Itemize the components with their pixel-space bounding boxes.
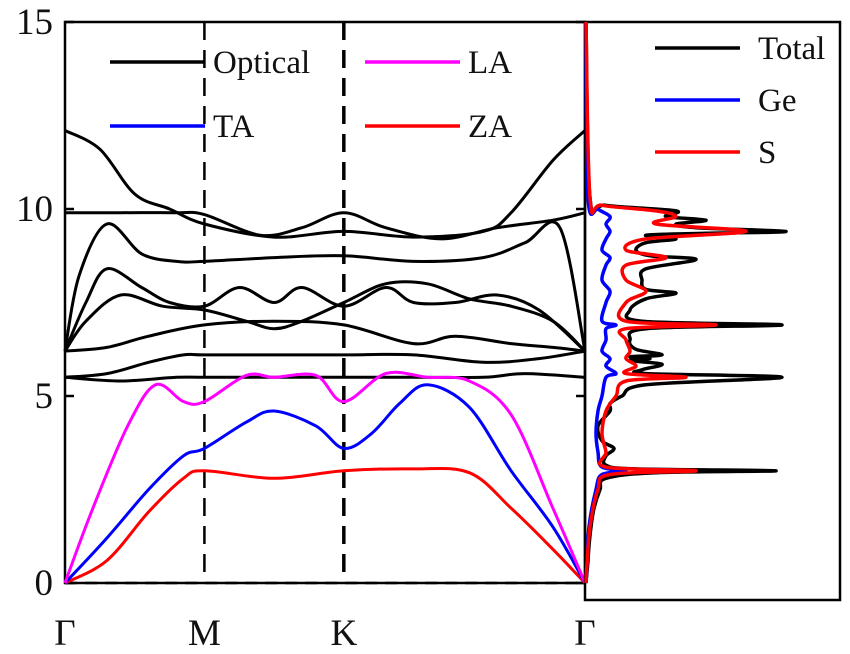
branch-za xyxy=(64,466,587,585)
dos-frame xyxy=(583,20,842,602)
x-tick-label: Γ xyxy=(574,613,595,654)
y-tick-label: 15 xyxy=(16,2,53,43)
dos-s xyxy=(584,21,748,584)
dispersion-frame xyxy=(63,20,587,585)
branch-optical xyxy=(64,372,586,383)
dos-legend-label: Total xyxy=(758,31,825,67)
legend-label: TA xyxy=(213,109,255,145)
branch-optical xyxy=(64,129,587,239)
dos-ge xyxy=(584,21,628,584)
x-tick-label: K xyxy=(330,613,357,654)
branch-optical xyxy=(63,267,586,353)
y-tick-label: 0 xyxy=(35,563,54,604)
branch-ta xyxy=(63,383,587,585)
dos-legend-label: S xyxy=(758,135,776,171)
branch-optical xyxy=(65,210,586,241)
dos-panel: Total Ge S xyxy=(583,20,842,602)
branch-la xyxy=(63,370,587,584)
x-tick-label: Γ xyxy=(54,613,75,654)
branch-optical xyxy=(63,220,587,352)
y-tick-label: 10 xyxy=(16,189,53,230)
y-tick-label: 5 xyxy=(35,376,54,417)
legend-label: LA xyxy=(468,45,512,81)
branch-optical xyxy=(63,280,587,353)
dos-legend-label: Ge xyxy=(758,83,796,119)
branch-optical xyxy=(64,319,586,353)
legend-label: ZA xyxy=(468,109,512,145)
branch-optical xyxy=(64,349,586,379)
legend-label: Optical xyxy=(213,45,310,81)
dispersion-panel: 0 5 10 15 Γ M K Γ Optical LA TA ZA xyxy=(16,2,596,654)
dos-total xyxy=(584,21,788,584)
x-tick-label: M xyxy=(188,613,221,654)
